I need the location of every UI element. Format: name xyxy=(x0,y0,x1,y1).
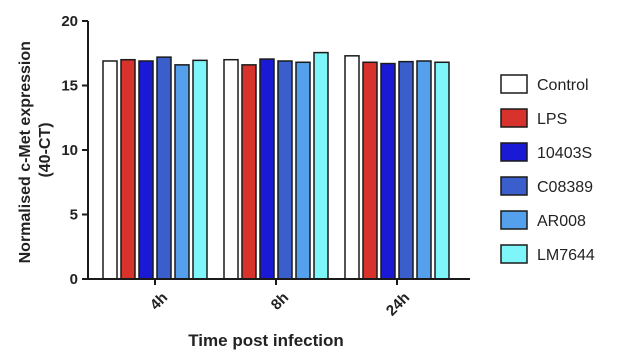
bar-lm7644-4h xyxy=(192,59,208,280)
bar-lps-8h xyxy=(241,64,257,280)
y-axis-title: Normalised c-Met expression (40-CT) xyxy=(17,37,54,264)
bar-ar008-8h xyxy=(295,61,311,280)
legend-label-ar008: AR008 xyxy=(537,213,586,230)
legend-label-lps: LPS xyxy=(537,111,567,128)
bar-ar008-4h xyxy=(174,64,190,280)
y-tick-label-15: 15 xyxy=(61,78,78,95)
y-axis: 0 5 10 15 20 xyxy=(61,13,89,288)
bar-c08389-4h xyxy=(156,56,172,280)
bar-control-8h xyxy=(223,58,239,280)
x-axis-title: Time post infection xyxy=(188,331,344,350)
x-tick-label-8h: 8h xyxy=(268,289,292,313)
x-axis: 4h 8h 24h xyxy=(88,278,470,319)
y-axis-title-line-1: Normalised c-Met expression xyxy=(17,41,34,263)
plot-area xyxy=(102,51,450,280)
legend-swatch-lm7644 xyxy=(500,244,528,264)
bar-control-4h xyxy=(102,60,118,280)
bar-lps-24h xyxy=(362,61,378,280)
bar-lm7644-8h xyxy=(313,51,329,280)
bar-10403s-24h xyxy=(380,62,396,280)
legend-swatch-control xyxy=(500,74,528,94)
legend-label-c08389: C08389 xyxy=(537,179,593,196)
bar-10403s-4h xyxy=(138,60,154,280)
legend-swatch-ar008 xyxy=(500,210,528,230)
bar-lps-4h xyxy=(120,58,136,280)
legend-swatch-lps xyxy=(500,108,528,128)
legend-swatch-c08389 xyxy=(500,176,528,196)
x-tick-label-4h: 4h xyxy=(147,289,171,313)
legend-label-10403s: 10403S xyxy=(537,145,592,162)
legend-swatch-10403s xyxy=(500,142,528,162)
bar-control-24h xyxy=(344,55,360,280)
y-tick-label-5: 5 xyxy=(70,207,78,224)
bar-lm7644-24h xyxy=(434,61,450,280)
y-axis-title-line-2: (40-CT) xyxy=(37,122,54,177)
legend-label-control: Control xyxy=(537,77,589,94)
legend: Control LPS 10403S C08389 AR008 LM7644 xyxy=(500,74,595,264)
legend-label-lm7644: LM7644 xyxy=(537,247,595,264)
y-tick-label-20: 20 xyxy=(61,13,78,30)
bar-ar008-24h xyxy=(416,60,432,280)
bar-c08389-8h xyxy=(277,60,293,280)
y-tick-label-10: 10 xyxy=(61,142,78,159)
bar-10403s-8h xyxy=(259,58,275,280)
y-tick-label-0: 0 xyxy=(70,271,78,288)
x-tick-label-24h: 24h xyxy=(383,289,413,319)
bar-c08389-24h xyxy=(398,60,414,280)
